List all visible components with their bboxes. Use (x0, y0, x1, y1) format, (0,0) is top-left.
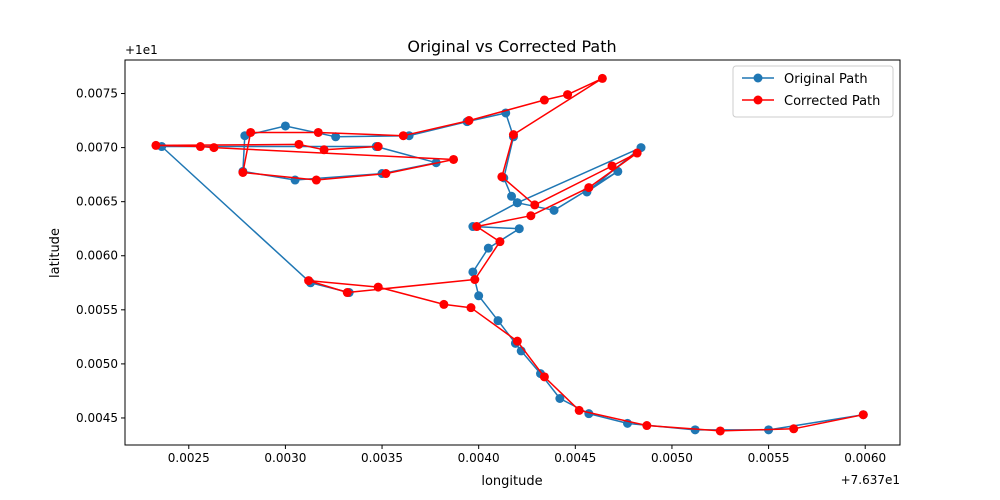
x-tick-label: 0.0030 (264, 451, 306, 465)
data-point-corrected-path (530, 200, 540, 210)
y-axis-offset-label: +1e1 (125, 43, 158, 57)
data-point-corrected-path (497, 172, 507, 182)
data-point-corrected-path (597, 73, 607, 83)
data-point-original-path (549, 205, 559, 215)
legend-marker-corrected (753, 95, 763, 105)
data-point-original-path (468, 267, 478, 277)
data-point-corrected-path (539, 372, 549, 382)
y-tick-label: 0.0055 (76, 303, 118, 317)
data-point-corrected-path (466, 303, 476, 313)
data-point-original-path (331, 132, 341, 142)
y-tick-label: 0.0075 (76, 87, 118, 101)
data-point-corrected-path (539, 95, 549, 105)
data-point-corrected-path (209, 143, 219, 153)
data-point-original-path (474, 291, 484, 301)
data-point-corrected-path (607, 161, 617, 171)
data-point-original-path (493, 316, 503, 326)
data-point-corrected-path (342, 288, 352, 298)
data-point-corrected-path (151, 140, 161, 150)
data-point-corrected-path (584, 183, 594, 193)
data-point-corrected-path (632, 148, 642, 158)
data-point-corrected-path (373, 142, 383, 152)
data-point-corrected-path (789, 424, 799, 434)
data-point-corrected-path (311, 175, 321, 185)
data-point-corrected-path (246, 127, 256, 137)
x-tick-label: 0.0040 (458, 451, 500, 465)
legend-label-corrected: Corrected Path (784, 94, 880, 109)
plot-area (125, 60, 900, 445)
data-point-corrected-path (313, 127, 323, 137)
data-point-corrected-path (563, 90, 573, 100)
data-point-corrected-path (715, 426, 725, 436)
legend: Original Path Corrected Path (732, 65, 894, 118)
data-point-corrected-path (195, 142, 205, 152)
y-tick-label: 0.0065 (76, 195, 118, 209)
x-tick-label: 0.0055 (748, 451, 790, 465)
data-point-corrected-path (238, 167, 248, 177)
x-tick-label: 0.0050 (651, 451, 693, 465)
data-point-corrected-path (472, 222, 482, 232)
data-point-original-path (507, 191, 517, 201)
y-tick-label: 0.0045 (76, 411, 118, 425)
data-point-corrected-path (858, 410, 868, 420)
y-tick-label: 0.0060 (76, 249, 118, 263)
legend-label-original: Original Path (784, 72, 868, 87)
data-point-corrected-path (373, 282, 383, 292)
data-point-original-path (483, 243, 493, 253)
data-point-corrected-path (294, 139, 304, 149)
data-point-corrected-path (470, 275, 480, 285)
chart-title: Original vs Corrected Path (407, 37, 616, 56)
data-point-original-path (514, 224, 524, 234)
data-point-corrected-path (398, 131, 408, 141)
data-point-corrected-path (439, 299, 449, 309)
data-point-corrected-path (464, 116, 474, 126)
y-axis-ticks: 0.0045 0.0050 0.0055 0.0060 0.0065 0.0070 0.00… (76, 87, 125, 425)
data-point-corrected-path (381, 169, 391, 179)
x-tick-label: 0.0060 (844, 451, 886, 465)
data-point-corrected-path (642, 421, 652, 431)
series-layer (151, 73, 868, 436)
data-point-corrected-path (304, 276, 314, 286)
x-tick-label: 0.0035 (361, 451, 403, 465)
x-axis-offset-label: +7.637e1 (841, 473, 900, 487)
data-point-corrected-path (319, 145, 329, 155)
y-axis-label: latitude (48, 228, 63, 278)
x-tick-label: 0.0025 (168, 451, 210, 465)
data-point-original-path (512, 198, 522, 208)
y-tick-label: 0.0050 (76, 357, 118, 371)
data-point-corrected-path (495, 237, 505, 247)
x-axis-ticks: 0.0025 0.0030 0.0035 0.0040 0.0045 0.0050 0.00… (168, 445, 886, 465)
x-tick-label: 0.0045 (554, 451, 596, 465)
x-axis-label: longitude (481, 474, 542, 489)
legend-marker-original (753, 73, 763, 83)
data-point-corrected-path (512, 336, 522, 346)
data-point-original-path (555, 393, 565, 403)
data-point-corrected-path (449, 154, 459, 164)
y-tick-label: 0.0070 (76, 141, 118, 155)
plot-frame (124, 59, 901, 446)
data-point-original-path (280, 121, 290, 131)
data-point-corrected-path (508, 130, 518, 140)
data-point-corrected-path (574, 405, 584, 415)
data-point-original-path (690, 425, 700, 435)
data-point-corrected-path (526, 211, 536, 221)
